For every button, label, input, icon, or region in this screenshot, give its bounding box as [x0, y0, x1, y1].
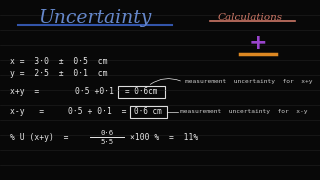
Text: Calculations: Calculations [217, 12, 283, 21]
Text: 0·6: 0·6 [100, 130, 114, 136]
Text: = 0·6cm: = 0·6cm [125, 87, 157, 96]
Text: Uncertainty: Uncertainty [38, 9, 152, 27]
Text: % U (x+y)  =: % U (x+y) = [10, 134, 68, 143]
Text: y =  2·5  ±  0·1  cm: y = 2·5 ± 0·1 cm [10, 69, 108, 78]
Text: 0·5 +0·1: 0·5 +0·1 [75, 87, 114, 96]
Text: +: + [249, 33, 267, 53]
Text: x+y  =: x+y = [10, 87, 39, 96]
Text: 0·6 cm: 0·6 cm [134, 107, 162, 116]
Text: 0·5 + 0·1  =: 0·5 + 0·1 = [68, 107, 126, 116]
Text: 5·5: 5·5 [100, 139, 114, 145]
Text: x =  3·0  ±  0·5  cm: x = 3·0 ± 0·5 cm [10, 57, 108, 66]
Text: measurement  uncertainty  for  x-y: measurement uncertainty for x-y [180, 109, 308, 114]
Text: ×100 %  =  11%: ×100 % = 11% [130, 134, 198, 143]
Text: x-y   =: x-y = [10, 107, 44, 116]
Text: measurement  uncertainty  for  x+y: measurement uncertainty for x+y [185, 78, 313, 84]
